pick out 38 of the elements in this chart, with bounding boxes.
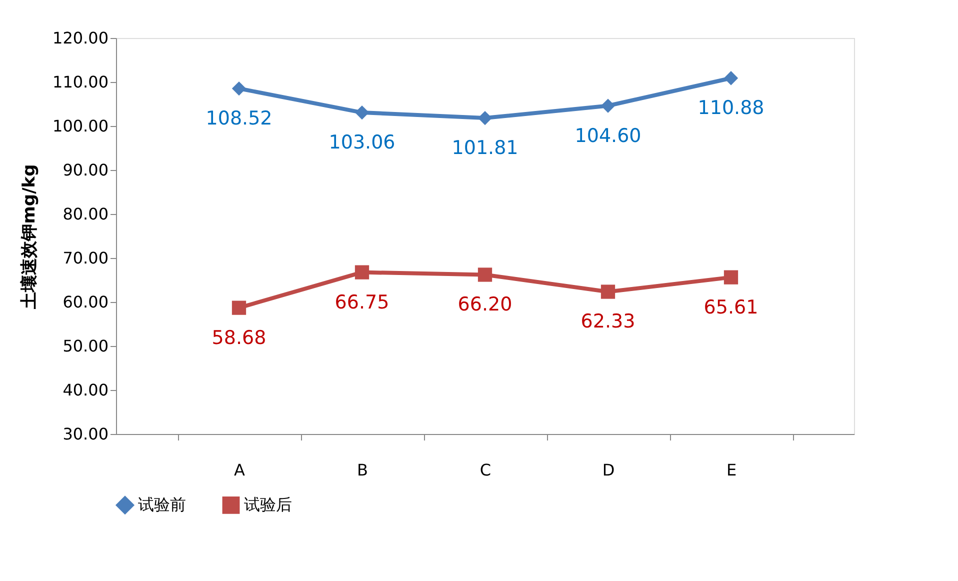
- point: [478, 110, 492, 126]
- point: [478, 268, 492, 282]
- data-label: 101.81: [452, 137, 518, 160]
- legend-label: 试验前: [138, 495, 186, 514]
- data-label: 62.33: [580, 310, 636, 333]
- point: [354, 105, 370, 120]
- x-tick-label: D: [602, 460, 615, 480]
- y-tick-label: 60.00: [62, 292, 108, 312]
- x-tick-label: E: [726, 460, 737, 480]
- x-tick-label: B: [357, 460, 368, 480]
- data-label: 103.06: [328, 132, 396, 154]
- point: [724, 71, 738, 86]
- y-tick-label: 120.00: [52, 28, 108, 48]
- y-tick-label: 70.00: [62, 248, 108, 268]
- data-label: 110.88: [698, 97, 764, 120]
- y-axis-title: 土壤速效钾mg/kg: [20, 164, 40, 310]
- y-tick-label: 100.00: [52, 116, 108, 136]
- y-tick-label: 110.00: [52, 72, 108, 92]
- data-label: 66.20: [458, 294, 512, 316]
- y-tick-label: 90.00: [62, 160, 108, 180]
- point: [724, 270, 738, 284]
- point: [600, 284, 616, 299]
- y-tick-label: 30.00: [62, 424, 108, 444]
- y-tick-label: 80.00: [62, 204, 108, 224]
- y-tick-label: 40.00: [62, 380, 108, 400]
- point: [232, 81, 246, 96]
- point: [600, 98, 616, 113]
- data-label: 66.75: [334, 291, 390, 314]
- data-label: 108.52: [206, 108, 272, 130]
- x-tick-label: C: [480, 460, 492, 480]
- data-label: 104.60: [574, 124, 642, 147]
- x-tick-label: A: [234, 460, 246, 480]
- data-label: 65.61: [704, 296, 758, 318]
- point: [232, 300, 246, 315]
- legend-label: 试验后: [244, 495, 292, 514]
- point: [354, 265, 370, 280]
- y-tick-label: 50.00: [62, 336, 108, 356]
- data-label: 58.68: [212, 326, 266, 349]
